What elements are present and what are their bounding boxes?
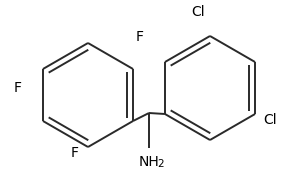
Text: F: F xyxy=(71,146,79,160)
Text: NH: NH xyxy=(139,155,159,169)
Text: F: F xyxy=(136,30,144,44)
Text: Cl: Cl xyxy=(191,5,205,19)
Text: Cl: Cl xyxy=(263,113,277,127)
Text: F: F xyxy=(14,81,22,95)
Text: 2: 2 xyxy=(158,159,164,169)
